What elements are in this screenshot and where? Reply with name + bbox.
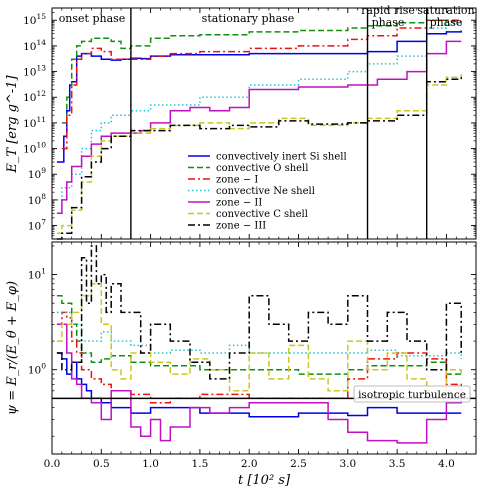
bottom-series-convectively-inert-si-shell: [56, 352, 462, 418]
top-y-tick-label: 108: [28, 192, 46, 207]
legend-label-zone-iii: zone − III: [216, 221, 266, 232]
x-axis-label-text: t [10² s]: [238, 473, 291, 488]
top-series-convective-c-shell: [56, 74, 462, 235]
top-series-zone-i: [61, 19, 462, 150]
top-y-tick-label: 1015: [23, 12, 46, 27]
bottom-panel: isotropic turbulence 100 101 0.0 0.5 1.0 1.5…: [5, 8, 477, 488]
x-tick-label: 3.0: [339, 458, 356, 470]
top-y-tick-label: 1014: [23, 38, 46, 53]
bottom-series-zone-iii: [56, 245, 462, 380]
top-y-tick-label: 1012: [23, 89, 46, 104]
top-y-tick-label: 1011: [23, 115, 46, 130]
bottom-y-axis-label-text: ψ = E_r/(E_θ + E_φ): [5, 281, 20, 415]
legend-label-convective-o-shell: convective O shell: [216, 163, 308, 174]
top-y-tick-label: 107: [28, 218, 46, 233]
top-y-axis-label: E_T [erg g^-1]: [5, 74, 20, 173]
x-tick-label: 3.5: [389, 458, 406, 470]
x-tick-label: 2.0: [241, 458, 258, 470]
bottom-y-ticks: 100 101: [28, 245, 476, 437]
bottom-y-axis-label: ψ = E_r/(E_θ + E_φ): [5, 281, 20, 415]
bottom-series-convective-ne-shell: [56, 311, 462, 359]
phase-label-onset: onset phase: [59, 12, 126, 25]
top-plot-frame: [51, 7, 477, 240]
legend-label-convective-ne-shell: convective Ne shell: [216, 186, 315, 197]
top-y-tick-label: 109: [28, 166, 46, 181]
bottom-series-convective-c-shell: [56, 283, 462, 392]
phase-label-rapid-rise: rapid rise: [361, 4, 415, 17]
bottom-series-zone-ii: [56, 323, 462, 444]
phase-label-stationary: stationary phase: [202, 12, 295, 25]
x-tick-label: 4.0: [438, 458, 455, 470]
phase-label-rapid-rise-2: phase: [372, 16, 405, 29]
top-panel: onset phase stationary phase rapid rise …: [5, 4, 477, 240]
x-tick-label: 0.0: [44, 458, 61, 470]
top-series-group: [56, 19, 462, 240]
top-series-zone-iii: [56, 77, 462, 240]
phase-lines: [130, 8, 428, 239]
bottom-series-group: [56, 245, 462, 444]
x-tick-label: 1.5: [192, 458, 209, 470]
bottom-x-ticks: 0.0 0.5 1.0 1.5 2.0 2.5 3.0 3.5 4.0: [44, 8, 467, 470]
top-y-tick-label: 1010: [23, 141, 46, 156]
x-tick-label: 2.5: [290, 458, 307, 470]
top-series-zone-ii: [56, 40, 462, 215]
top-y-axis-label-text: E_T [erg g^-1]: [5, 74, 20, 173]
x-tick-label: 0.5: [93, 458, 110, 470]
top-series-convectively-inert-si-shell: [56, 30, 462, 163]
legend-label-convective-c-shell: convective C shell: [216, 209, 308, 220]
bottom-series-convective-o-shell: [56, 294, 462, 375]
legend-label-zone-ii: zone − II: [216, 198, 262, 209]
x-axis-label: t [10² s]: [238, 473, 291, 488]
bottom-y-tick-label: 101: [28, 267, 46, 282]
isotropic-label: isotropic turbulence: [358, 389, 466, 401]
x-tick-label: 1.0: [142, 458, 159, 470]
legend-label-convectively-inert-si-shell: convectively inert Si shell: [216, 152, 347, 163]
bottom-plot-frame: [51, 241, 477, 455]
legend-label-zone-i: zone − I: [216, 175, 258, 186]
phase-label-saturation-2: phase: [430, 16, 463, 29]
top-y-tick-label: 1013: [23, 64, 46, 79]
bottom-y-tick-label: 100: [28, 362, 46, 377]
top-series-convective-o-shell: [61, 19, 462, 124]
isotropic-label-box: [353, 385, 471, 403]
